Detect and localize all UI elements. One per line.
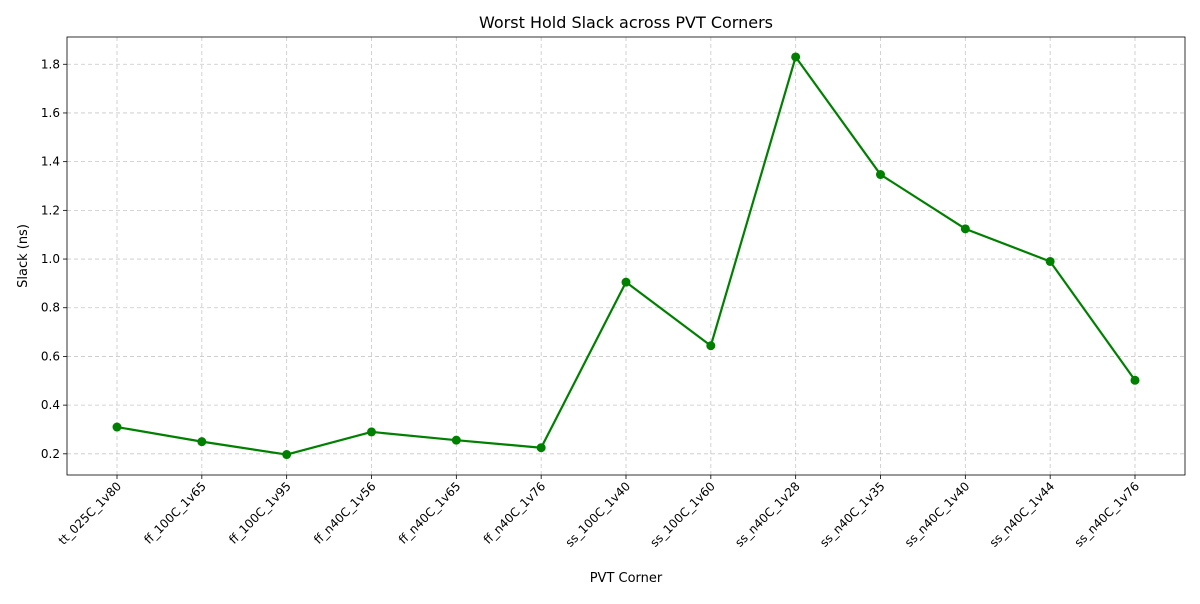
data-point-marker — [197, 437, 207, 447]
x-tick-label: ss_n40C_1v76 — [1072, 479, 1143, 550]
y-tick-label: 0.4 — [41, 398, 60, 412]
x-tick-label: ff_n40C_1v56 — [311, 479, 379, 547]
x-tick-label: ss_100C_1v40 — [563, 479, 634, 550]
data-point-marker — [367, 427, 376, 437]
data-point-marker — [451, 435, 461, 445]
data-point-marker — [536, 443, 546, 453]
y-tick-label: 0.6 — [41, 349, 60, 363]
chart-title: Worst Hold Slack across PVT Corners — [479, 13, 773, 32]
y-axis-label: Slack (ns) — [16, 224, 31, 288]
data-point-marker — [876, 170, 885, 180]
y-tick-label: 1.8 — [41, 57, 60, 71]
x-tick-label: ss_n40C_1v44 — [987, 479, 1058, 550]
grid-layer — [67, 37, 1185, 475]
y-tick-label: 0.8 — [41, 301, 60, 315]
x-tick-label: ss_n40C_1v28 — [732, 479, 803, 550]
y-tick-label: 1.6 — [41, 106, 60, 120]
data-point-marker — [1045, 256, 1055, 266]
x-tick-label: ff_100C_1v65 — [141, 479, 209, 547]
data-point-marker — [960, 224, 970, 234]
y-tick-label: 1.4 — [41, 155, 60, 169]
data-point-marker — [791, 52, 801, 62]
x-tick-label: ff_n40C_1v76 — [481, 479, 549, 547]
x-ticks: tt_025C_1v80 ff_100C_1v65 ff_100C_1v95 ff_n… — [56, 475, 1142, 550]
y-ticks: 0.2 0.4 0.6 0.8 1.0 1.2 1.4 1.6 1.8 — [41, 57, 67, 461]
x-tick-label: ff_100C_1v95 — [226, 479, 294, 547]
x-axis-label: PVT Corner — [590, 571, 663, 586]
x-tick-label: ss_n40C_1v40 — [902, 479, 973, 550]
data-point-marker — [706, 341, 716, 351]
y-tick-label: 1.0 — [41, 252, 60, 266]
data-point-marker — [112, 422, 122, 432]
data-point-marker — [1130, 375, 1140, 385]
x-tick-label: tt_025C_1v80 — [56, 479, 124, 547]
x-tick-label: ff_n40C_1v65 — [396, 479, 464, 547]
y-tick-label: 0.2 — [41, 447, 60, 461]
x-tick-label: ss_100C_1v60 — [647, 479, 718, 550]
series-layer — [112, 52, 1140, 460]
x-tick-label: ss_n40C_1v35 — [817, 479, 888, 550]
y-tick-label: 1.2 — [41, 203, 60, 217]
data-point-marker — [282, 450, 292, 460]
data-point-marker — [621, 277, 631, 287]
